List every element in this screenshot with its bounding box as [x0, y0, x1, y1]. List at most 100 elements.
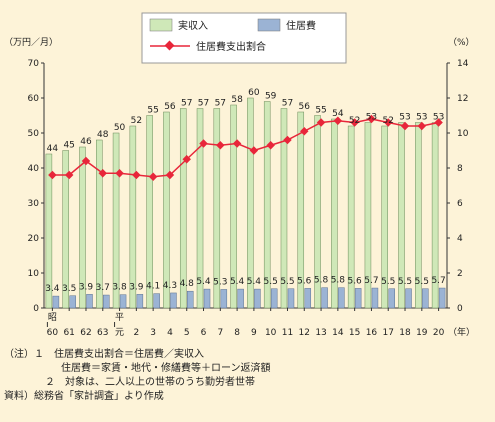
x-tick-label: 5 [184, 328, 190, 338]
legend-swatch-income [149, 18, 173, 32]
x-tick-label: 16 [366, 328, 378, 338]
bar-housing [321, 287, 328, 309]
housing-value-label: 5.6 [297, 276, 312, 286]
income-value-label: 53 [433, 113, 444, 123]
housing-value-label: 3.4 [45, 284, 60, 294]
right-tick-label: 4 [457, 234, 463, 244]
data-labels-layer: 44 3.4 45 3.5 46 3.9 48 3.7 50 3.8 52 3.9 55 4.1 56 4.3… [45, 88, 446, 294]
ratio-point [400, 121, 410, 131]
bar-income [96, 139, 103, 309]
income-value-label: 58 [231, 95, 243, 105]
ratio-point [132, 170, 141, 180]
ratio-point [48, 170, 57, 180]
bar-income [247, 97, 254, 309]
housing-value-label: 5.7 [431, 276, 445, 286]
housing-value-label: 5.5 [381, 277, 395, 287]
housing-value-label: 3.9 [79, 282, 94, 292]
ratio-point [283, 135, 292, 145]
housing-value-label: 4.1 [146, 282, 160, 292]
x-unit-label: （年） [448, 326, 475, 338]
x-tick-label: 7 [217, 328, 223, 338]
bar-housing [287, 288, 295, 309]
bar-housing [69, 295, 76, 309]
bars-layer [45, 97, 446, 309]
bar-housing [354, 288, 362, 309]
housing-value-label: 5.5 [398, 277, 412, 287]
income-value-label: 59 [265, 92, 277, 102]
bar-housing [371, 287, 379, 309]
x-tick-label: 63 [97, 328, 108, 338]
income-value-label: 50 [114, 123, 126, 133]
x-tick-label: 20 [433, 328, 445, 338]
x-tick-label: 4 [167, 328, 173, 338]
housing-value-label: 5.6 [347, 276, 362, 286]
ratio-point [417, 121, 427, 131]
x-tick-label: 8 [234, 328, 240, 338]
right-axis-unit: （%） [448, 37, 475, 48]
income-value-label: 52 [349, 116, 360, 126]
x-tick-label: 18 [399, 328, 411, 338]
income-value-label: 57 [181, 99, 192, 109]
housing-value-label: 5.4 [230, 277, 245, 287]
housing-value-label: 3.5 [62, 284, 76, 294]
right-tick-label: 14 [457, 59, 469, 69]
bar-housing [388, 288, 395, 309]
income-value-label: 53 [416, 113, 427, 123]
left-axis-unit: （万円／月） [4, 37, 58, 48]
ratio-point [300, 127, 309, 136]
bar-housing [153, 293, 160, 309]
bar-income [347, 125, 355, 309]
bar-income [79, 146, 86, 309]
ratio-line [52, 118, 439, 178]
x-tick-label: 14 [332, 328, 344, 338]
income-value-label: 56 [299, 102, 311, 112]
notes-block: （注）１ 住居費支出割合＝住居費／実収入 住居費＝家賃・地代・修繕費等＋ローン返… [4, 348, 271, 404]
housing-value-label: 3.7 [96, 283, 110, 293]
x-tick-label: 15 [349, 328, 360, 338]
x-tick-label: 19 [416, 328, 428, 338]
bar-income [297, 111, 305, 309]
income-value-label: 48 [97, 130, 109, 140]
chart-canvas: 実収入 住居費 住居費支出割合 （万円／月） （%） 0102030405060… [4, 12, 475, 338]
era-mark: 昭 [48, 312, 57, 323]
bar-housing [86, 294, 93, 309]
bar-housing [270, 288, 278, 309]
left-tick-label: 40 [28, 164, 40, 174]
income-value-label: 46 [80, 137, 92, 147]
bar-housing [103, 294, 110, 309]
bar-housing [338, 287, 345, 309]
ratio-point [81, 156, 91, 166]
housing-value-label: 5.5 [280, 277, 294, 287]
note-line-3: ２ 対象は、二人以上の世帯のうち勤労者世帯 [45, 377, 255, 388]
bar-income [280, 108, 288, 309]
right-tick-label: 10 [457, 129, 469, 139]
housing-value-label: 5.5 [415, 277, 429, 287]
x-tick-label: 元 [115, 328, 124, 338]
x-tick-label: 13 [315, 328, 326, 338]
bar-housing [52, 295, 60, 309]
bar-income [196, 108, 204, 309]
legend-box [141, 12, 347, 64]
bar-income [230, 104, 237, 309]
bar-income [364, 122, 372, 309]
bar-income [62, 150, 69, 309]
bar-income [112, 132, 120, 309]
ratio-point [182, 155, 191, 164]
bar-housing [237, 288, 244, 309]
x-tick-label: 17 [383, 328, 394, 338]
bar-income [331, 118, 338, 309]
ratio-point [333, 116, 343, 125]
note-line-2: 住居費＝家賃・地代・修繕費等＋ローン返済額 [61, 363, 271, 374]
ratio-point [232, 139, 242, 148]
bar-income [415, 122, 422, 309]
ratio-point [165, 170, 175, 180]
legend-label-ratio: 住居費支出割合 [196, 40, 266, 53]
left-tick-label: 30 [28, 199, 40, 209]
bar-income [381, 125, 388, 309]
ratio-point [266, 141, 275, 150]
housing-value-label: 5.4 [196, 277, 211, 287]
x-tick-label: 12 [299, 328, 310, 338]
right-tick-label: 0 [457, 304, 463, 314]
housing-value-label: 5.5 [264, 277, 278, 287]
left-tick-label: 70 [28, 59, 40, 69]
